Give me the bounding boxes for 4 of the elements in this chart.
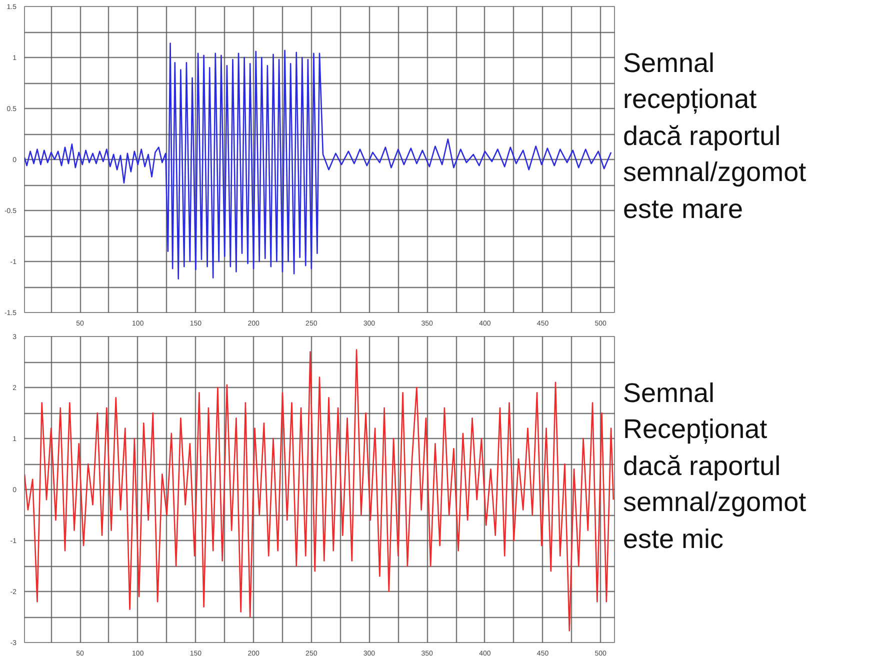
line-series [24, 349, 614, 632]
text: Semnal recepționat dacă raportul semnal/zgomot este mare [623, 47, 806, 226]
line-series [24, 42, 612, 280]
text: Semnal Recepționat dacă raportul semnal/zgomot este mic [623, 377, 806, 556]
